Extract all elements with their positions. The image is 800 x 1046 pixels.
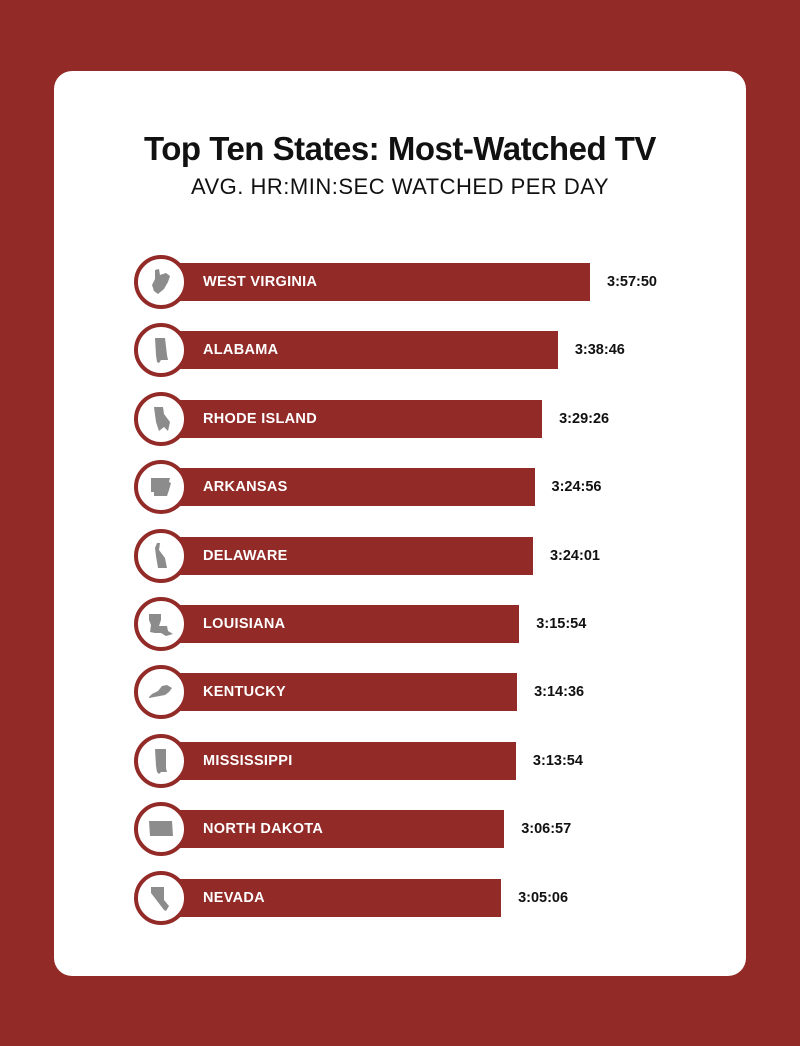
bar bbox=[160, 741, 516, 780]
bar-row: MISSISSIPPI 3:13:54 bbox=[0, 731, 800, 791]
value-label: 3:57:50 bbox=[607, 274, 657, 290]
value-label: 3:38:46 bbox=[574, 342, 625, 359]
value-label: 3:14:36 bbox=[534, 684, 585, 701]
bar bbox=[160, 605, 520, 643]
bar-label: KENTUCKY bbox=[203, 684, 286, 701]
bar-label: ARKANSAS bbox=[203, 479, 288, 496]
bar-label: RHODE ISLAND bbox=[203, 410, 317, 427]
west-virginia-icon bbox=[134, 255, 188, 309]
bar bbox=[160, 878, 502, 917]
value-label: 3:29:26 bbox=[559, 410, 610, 427]
bar-row: LOUISIANA 3:15:54 bbox=[0, 594, 800, 654]
nevada-icon bbox=[134, 870, 188, 925]
value-label: 3:05:06 bbox=[518, 889, 569, 906]
bar-label: LOUISIANA bbox=[203, 616, 286, 632]
bar-row: ARKANSAS 3:24:56 bbox=[0, 457, 800, 517]
bar-label: MISSISSIPPI bbox=[203, 752, 293, 769]
bar-row: RHODE ISLAND 3:29:26 bbox=[0, 389, 800, 449]
louisiana-icon bbox=[134, 597, 188, 651]
value-label: 3:06:57 bbox=[521, 821, 572, 838]
bar-row: DELAWARE 3:24:01 bbox=[0, 526, 800, 586]
arkansas-icon bbox=[134, 460, 188, 515]
north-dakota-icon bbox=[134, 802, 188, 857]
value-label: 3:15:54 bbox=[536, 616, 587, 632]
bar-label: NORTH DAKOTA bbox=[203, 821, 324, 838]
bar bbox=[160, 331, 558, 370]
bar-row: KENTUCKY 3:14:36 bbox=[0, 662, 800, 722]
chart-subtitle: AVG. HR:MIN:SEC WATCHED PER DAY bbox=[190, 174, 610, 199]
bar-label: NEVADA bbox=[203, 889, 265, 906]
bar bbox=[160, 673, 518, 712]
bar bbox=[160, 468, 535, 507]
bar-row: WEST VIRGINIA 3:57:50 bbox=[0, 252, 800, 312]
chart-title: Top Ten States: Most-Watched TV bbox=[144, 130, 656, 167]
bar bbox=[160, 399, 543, 438]
bar-row: NORTH DAKOTA 3:06:57 bbox=[0, 799, 800, 859]
bar-row: NEVADA 3:05:06 bbox=[0, 868, 800, 928]
value-label: 3:24:01 bbox=[549, 547, 600, 564]
delaware-icon bbox=[134, 528, 188, 583]
alabama-icon bbox=[134, 323, 188, 378]
kentucky-icon bbox=[134, 665, 188, 720]
bar bbox=[160, 536, 533, 575]
bar bbox=[160, 810, 505, 849]
bar-label: WEST VIRGINIA bbox=[203, 274, 318, 290]
mississippi-icon bbox=[134, 733, 188, 788]
rhode-island-icon bbox=[134, 391, 188, 446]
bar bbox=[160, 263, 590, 301]
value-label: 3:24:56 bbox=[551, 479, 602, 496]
bar-label: ALABAMA bbox=[203, 342, 279, 359]
bar-row: ALABAMA 3:38:46 bbox=[0, 320, 800, 380]
value-label: 3:13:54 bbox=[532, 752, 583, 769]
bar-label: DELAWARE bbox=[203, 547, 288, 564]
